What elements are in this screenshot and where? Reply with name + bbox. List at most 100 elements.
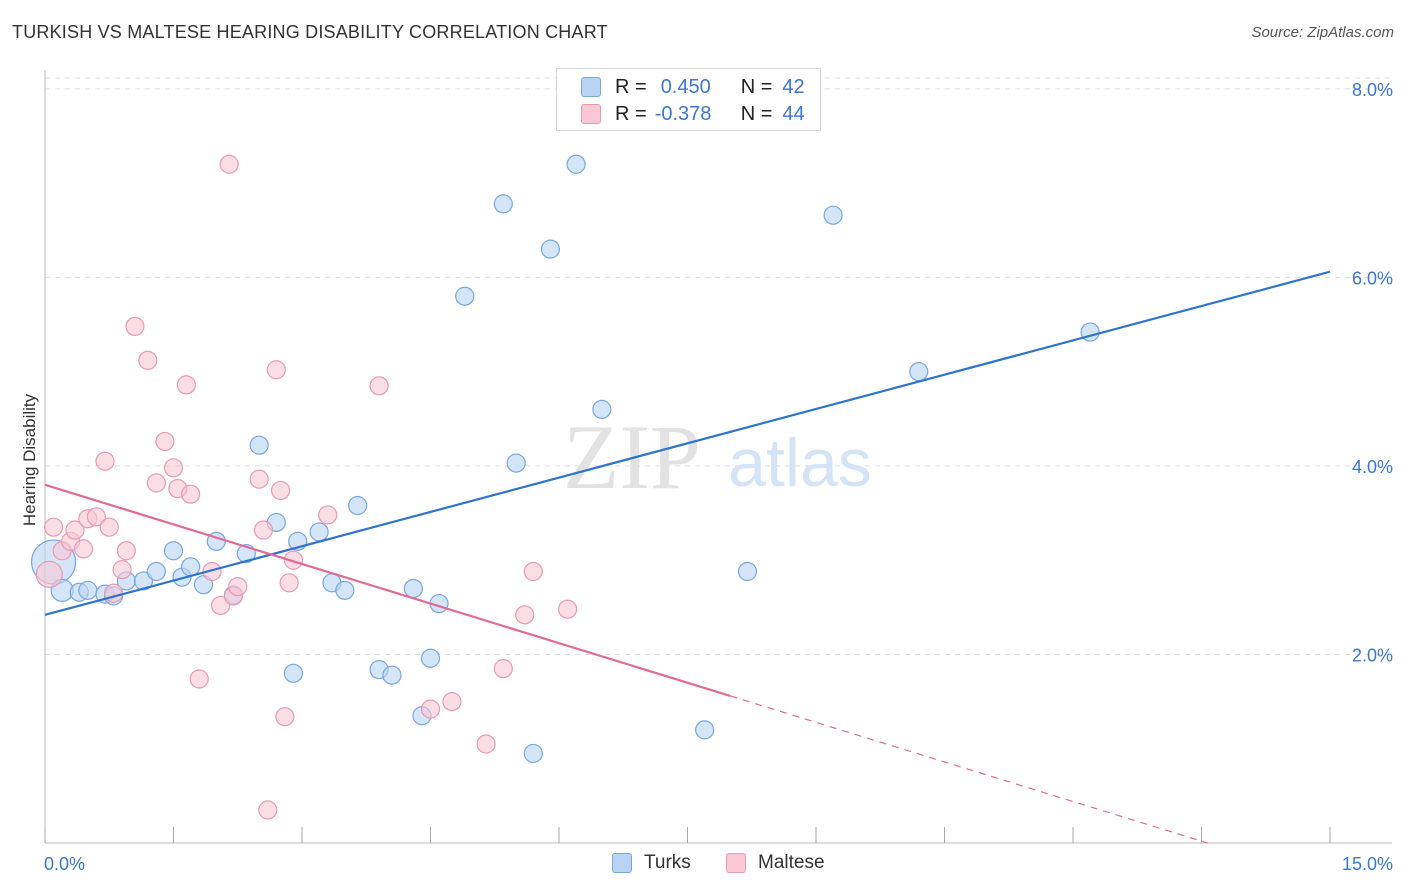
legend-item-turks: Turks bbox=[612, 852, 691, 874]
turks-point bbox=[348, 495, 368, 516]
maltese-point bbox=[138, 350, 158, 370]
maltese-trend-line-extension bbox=[730, 695, 1208, 844]
maltese-point bbox=[155, 431, 175, 452]
turks-point bbox=[493, 194, 513, 214]
turks-swatch bbox=[581, 77, 601, 97]
turks-point bbox=[737, 561, 758, 582]
turks-point bbox=[909, 362, 929, 382]
legend-row-maltese: R = -0.378 N = 44 bbox=[581, 102, 805, 126]
turks-point bbox=[455, 286, 475, 306]
maltese-point bbox=[369, 376, 389, 396]
turks-point bbox=[695, 720, 715, 740]
series-legend: Turks Maltese bbox=[0, 852, 1406, 878]
n-label: N = bbox=[740, 102, 773, 125]
maltese-point bbox=[35, 560, 63, 588]
maltese-point bbox=[211, 595, 231, 616]
turks-point bbox=[181, 557, 201, 577]
maltese-point bbox=[99, 517, 119, 537]
maltese-point bbox=[86, 507, 107, 527]
maltese-point bbox=[249, 469, 269, 489]
n-value: 44 bbox=[782, 102, 805, 125]
y-tick-label: 6.0% bbox=[1352, 268, 1393, 288]
r-label: R = bbox=[615, 102, 647, 125]
correlation-legend: R = 0.450 N = 42 R = -0.378 N = 44 bbox=[556, 68, 821, 131]
maltese-point bbox=[476, 734, 496, 754]
maltese-point bbox=[442, 691, 462, 712]
turks-point bbox=[309, 522, 329, 542]
maltese-point bbox=[270, 480, 291, 501]
maltese-point bbox=[228, 576, 248, 597]
maltese-point bbox=[523, 561, 543, 582]
turks-point bbox=[78, 580, 98, 600]
turks-trend-line bbox=[44, 270, 1331, 616]
watermark-atlas: atlas bbox=[728, 425, 872, 501]
n-label: N = bbox=[740, 75, 773, 98]
maltese-point bbox=[279, 573, 299, 593]
maltese-point bbox=[515, 605, 535, 625]
maltese-point bbox=[65, 520, 85, 540]
maltese-point bbox=[73, 539, 94, 559]
maltese-point bbox=[493, 659, 513, 679]
turks-point bbox=[506, 453, 526, 473]
maltese-point bbox=[253, 520, 274, 540]
legend-item-maltese: Maltese bbox=[726, 852, 825, 874]
legend-row-turks: R = 0.450 N = 42 bbox=[581, 75, 805, 99]
maltese-point bbox=[181, 484, 201, 504]
gridlines bbox=[45, 77, 1392, 655]
chart-title: TURKISH VS MALTESE HEARING DISABILITY CO… bbox=[12, 22, 608, 42]
maltese-point bbox=[116, 541, 136, 561]
trend-lines bbox=[44, 270, 1331, 844]
maltese-point bbox=[420, 699, 441, 719]
turks-point bbox=[382, 665, 402, 685]
turks-point bbox=[335, 580, 355, 600]
maltese-point bbox=[112, 560, 132, 580]
maltese-trend-line bbox=[44, 483, 731, 697]
turks-point bbox=[523, 743, 543, 764]
maltese-point bbox=[202, 561, 222, 582]
turks-point bbox=[823, 205, 843, 225]
turks-point bbox=[403, 578, 423, 599]
tick-labels: 2.0% 4.0% 6.0% 8.0% 0.0% 15.0% bbox=[44, 80, 1393, 874]
maltese-point bbox=[163, 458, 184, 478]
axes bbox=[44, 70, 1392, 844]
legend-label-turks: Turks bbox=[644, 852, 691, 873]
turks-point bbox=[283, 663, 304, 683]
turks-point bbox=[133, 571, 154, 591]
zipatlas-watermark: ZIP atlas bbox=[563, 406, 872, 508]
maltese-point bbox=[176, 375, 196, 395]
y-tick-label: 4.0% bbox=[1352, 457, 1393, 477]
turks-point bbox=[592, 399, 612, 419]
maltese-point bbox=[318, 505, 338, 525]
x-tick-label: 15.0% bbox=[1342, 854, 1393, 874]
maltese-point bbox=[125, 316, 145, 337]
r-label: R = bbox=[615, 75, 647, 98]
maltese-point bbox=[219, 154, 239, 174]
y-tick-label: 2.0% bbox=[1352, 645, 1393, 665]
turks-point bbox=[420, 648, 441, 668]
maltese-point bbox=[189, 669, 209, 689]
r-value: 0.450 bbox=[660, 75, 711, 98]
turks-swatch bbox=[612, 853, 632, 873]
legend-label-maltese: Maltese bbox=[758, 852, 825, 873]
source-credit: Source: ZipAtlas.com bbox=[1251, 24, 1394, 41]
maltese-point bbox=[275, 707, 295, 727]
n-value: 42 bbox=[782, 75, 805, 98]
x-tick-label: 0.0% bbox=[44, 854, 85, 874]
turks-point bbox=[540, 239, 561, 259]
turks-point bbox=[163, 541, 184, 561]
turks-point bbox=[146, 561, 166, 582]
r-value: -0.378 bbox=[654, 102, 712, 125]
maltese-point bbox=[258, 800, 278, 820]
maltese-point bbox=[43, 517, 64, 537]
maltese-point bbox=[266, 360, 286, 380]
maltese-swatch bbox=[581, 104, 601, 124]
maltese-point bbox=[557, 599, 578, 619]
maltese-point bbox=[146, 473, 166, 493]
maltese-point bbox=[95, 451, 115, 471]
y-tick-label: 8.0% bbox=[1352, 80, 1393, 100]
maltese-swatch bbox=[726, 853, 746, 873]
turks-point bbox=[566, 154, 586, 174]
turks-point bbox=[249, 435, 269, 455]
maltese-point bbox=[103, 583, 124, 603]
